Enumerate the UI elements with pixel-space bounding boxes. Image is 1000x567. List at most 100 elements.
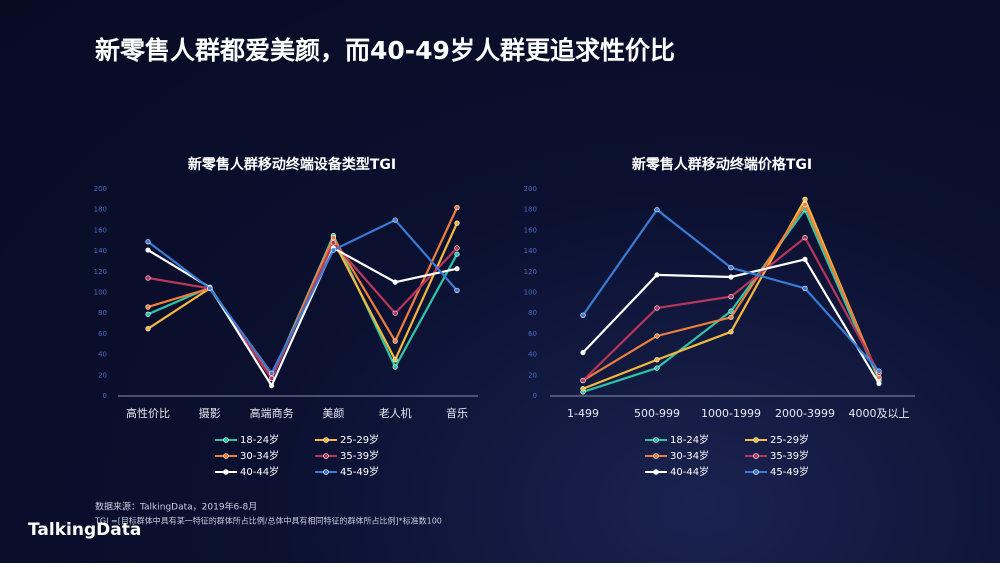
data-point [654, 207, 660, 213]
legend-marker [653, 469, 659, 475]
data-point [392, 310, 398, 316]
legend-marker [323, 469, 329, 475]
y-tick-label: 40 [528, 351, 537, 359]
data-point [802, 196, 808, 202]
data-point [207, 285, 213, 291]
slide-title: 新零售人群都爱美颜，而40-49岁人群更追求性价比 [95, 36, 675, 65]
y-tick-label: 20 [528, 371, 537, 379]
data-point [802, 201, 808, 208]
legend-marker [653, 453, 659, 459]
legend-label: 35-39岁 [770, 449, 809, 462]
data-point [654, 357, 660, 363]
legend-label: 18-24岁 [240, 433, 279, 446]
source-note: 数据来源：TalkingData，2019年6-8月 [95, 501, 257, 513]
x-tick-label: 摄影 [199, 406, 221, 420]
y-tick-label: 20 [98, 371, 107, 379]
data-point [876, 380, 882, 387]
legend-marker [753, 437, 759, 443]
y-tick-label: 120 [94, 268, 107, 276]
legend-label: 40-44岁 [670, 465, 709, 478]
logo: TalkingData [28, 520, 141, 540]
legend-label: 40-44岁 [240, 465, 279, 478]
series-line [582, 207, 881, 393]
x-tick-label: 2000-3999 [775, 407, 835, 420]
data-point [454, 205, 460, 211]
y-tick-label: 120 [524, 268, 537, 276]
chart-title: 新零售人群移动终端价格TGI [632, 156, 812, 173]
data-point [654, 305, 660, 311]
data-point [145, 239, 151, 245]
data-point [802, 256, 808, 262]
legend-marker [223, 453, 229, 459]
legend-label: 30-34岁 [670, 449, 709, 462]
legend-label: 45-49岁 [770, 465, 809, 478]
legend-label: 35-39岁 [340, 449, 379, 462]
data-point [454, 266, 460, 272]
data-point [269, 383, 275, 389]
legend-label: 25-29岁 [340, 433, 379, 446]
legend-marker [223, 469, 229, 475]
series-line [147, 222, 459, 381]
data-point [392, 364, 398, 370]
data-point [392, 279, 398, 285]
data-point [145, 311, 151, 317]
legend-label: 18-24岁 [670, 433, 709, 446]
data-point [454, 245, 460, 251]
y-tick-label: 200 [94, 185, 107, 193]
y-tick-label: 100 [94, 289, 107, 297]
x-tick-label: 老人机 [379, 406, 412, 420]
series-line [147, 246, 458, 388]
data-point [654, 272, 660, 278]
data-point [392, 338, 398, 344]
legend-marker [323, 437, 329, 443]
y-tick-label: 160 [524, 226, 537, 234]
data-point [654, 333, 660, 339]
legend-marker [753, 453, 759, 459]
y-tick-label: 40 [98, 351, 107, 359]
series-line [147, 207, 458, 380]
data-point [145, 304, 151, 310]
data-point [392, 357, 398, 363]
data-point [728, 294, 734, 300]
x-tick-label: 高性价比 [126, 406, 170, 420]
data-point [728, 265, 734, 271]
y-tick-label: 160 [94, 226, 107, 234]
data-point [454, 251, 460, 257]
x-tick-label: 4000及以上 [849, 407, 910, 420]
data-point [145, 275, 151, 281]
series-line [147, 218, 458, 376]
data-point [728, 308, 734, 314]
data-point [728, 274, 734, 280]
legend-label: 45-49岁 [340, 465, 379, 478]
y-tick-label: 60 [528, 330, 537, 338]
legend-label: 25-29岁 [770, 433, 809, 446]
y-tick-label: 180 [524, 206, 537, 214]
tgi-note: TGI =[目标群体中具有某一特征的群体所占比例/总体中具有相同特征的群体所占比… [94, 516, 442, 526]
y-tick-label: 140 [94, 247, 107, 255]
data-point [330, 235, 337, 241]
legend-marker [223, 437, 229, 443]
y-tick-label: 0 [103, 392, 107, 400]
y-tick-label: 100 [524, 289, 537, 297]
data-point [392, 217, 398, 223]
legend-marker [753, 469, 759, 475]
data-point [145, 247, 151, 253]
legend-label: 30-34岁 [240, 449, 279, 462]
y-tick-label: 80 [528, 309, 537, 317]
data-point [728, 314, 734, 320]
data-point [654, 365, 660, 371]
data-point [876, 368, 882, 374]
y-tick-label: 140 [524, 247, 537, 255]
data-point [580, 377, 586, 384]
y-tick-label: 80 [98, 309, 107, 317]
y-tick-label: 200 [524, 185, 537, 193]
data-point [728, 329, 734, 335]
y-tick-label: 0 [533, 392, 537, 400]
data-point [454, 287, 460, 294]
data-point [802, 285, 808, 291]
chart-title: 新零售人群移动终端设备类型TGI [188, 156, 396, 173]
x-tick-label: 500-999 [634, 407, 680, 420]
y-tick-label: 180 [94, 206, 107, 214]
